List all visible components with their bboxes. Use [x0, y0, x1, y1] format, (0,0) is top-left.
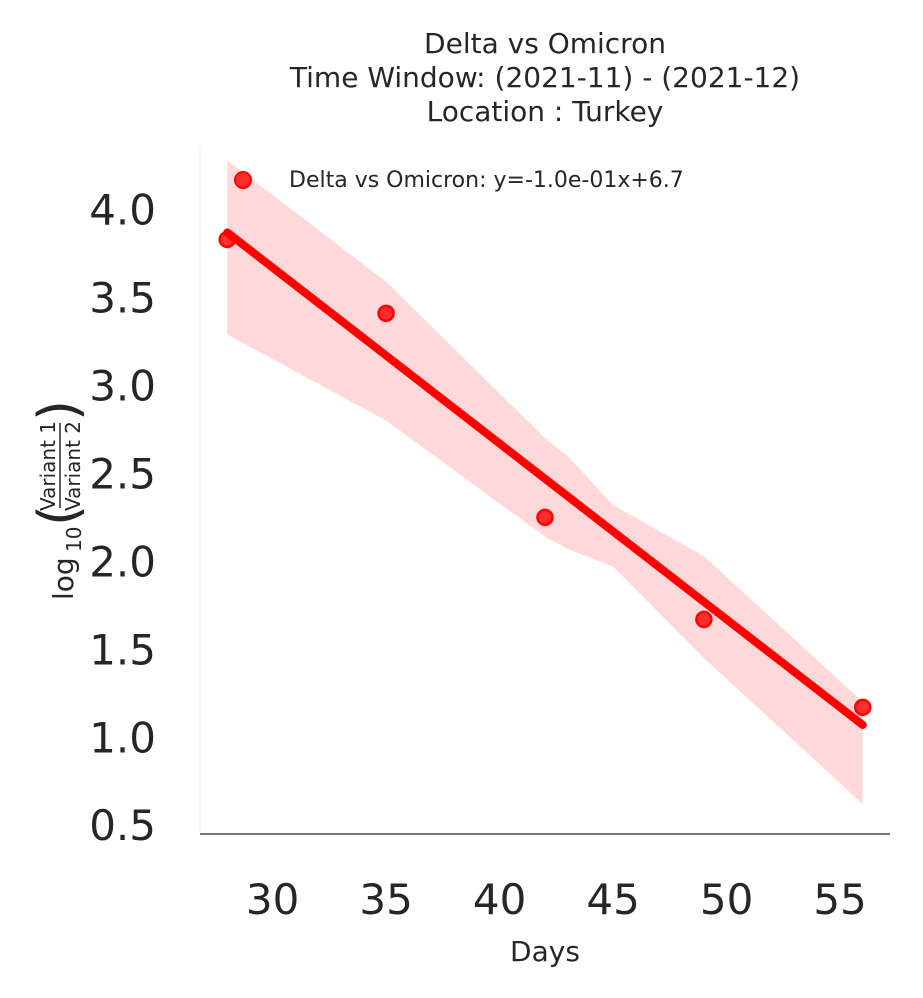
- legend: Delta vs Omicron: y=-1.0e-01x+6.7: [234, 168, 684, 193]
- y-tick-label-4: 4.0: [89, 186, 156, 235]
- x-tick-label-35: 35: [359, 875, 412, 924]
- fit-line-layer: [223, 228, 867, 729]
- regression-line: [223, 228, 867, 729]
- y-axis-label-paren-open: (: [27, 505, 90, 526]
- y-tick-label-3: 3.0: [89, 361, 156, 410]
- legend-marker: [234, 171, 252, 189]
- y-tick-label-0-5: 0.5: [89, 801, 156, 850]
- data-points-layer: [218, 230, 872, 717]
- data-point-0: [218, 230, 236, 249]
- data-point-4: [854, 698, 872, 717]
- y-axis-label-denominator: Variant 2: [61, 421, 85, 511]
- y-tick-labels: 0.5 1.0 1.5 2.0 2.5 3.0 3.5 4.0: [89, 186, 156, 851]
- y-axis-label-numerator: Variant 1: [36, 421, 60, 511]
- data-point-2: [536, 508, 554, 527]
- data-point-1: [377, 304, 395, 323]
- x-tick-label-40: 40: [473, 875, 526, 924]
- chart-title-line-1: Delta vs Omicron: [424, 27, 666, 60]
- x-tick-label-30: 30: [246, 875, 299, 924]
- y-tick-label-3-5: 3.5: [89, 274, 156, 323]
- chart-title-line-3: Location : Turkey: [426, 95, 664, 128]
- x-tick-labels: 30 35 40 45 50 55: [246, 875, 867, 924]
- y-axis-label: log 10 ( Variant 1 Variant 2 ): [27, 400, 90, 600]
- y-tick-label-2-5: 2.5: [89, 449, 156, 498]
- x-axis-label: Days: [510, 935, 580, 968]
- y-axis-label-paren-close: ): [27, 400, 90, 421]
- y-axis-label-subscript: 10: [62, 527, 86, 552]
- x-tick-label-50: 50: [700, 875, 753, 924]
- y-tick-label-1: 1.0: [89, 713, 156, 762]
- chart-title-line-2: Time Window: (2021-11) - (2021-12): [289, 61, 801, 94]
- legend-label: Delta vs Omicron: y=-1.0e-01x+6.7: [289, 168, 684, 193]
- x-tick-label-45: 45: [586, 875, 639, 924]
- y-axis-label-log: log: [47, 557, 80, 600]
- data-point-3: [695, 610, 713, 629]
- x-tick-label-55: 55: [813, 875, 866, 924]
- y-tick-label-2: 2.0: [89, 537, 156, 586]
- y-tick-label-1-5: 1.5: [89, 625, 156, 674]
